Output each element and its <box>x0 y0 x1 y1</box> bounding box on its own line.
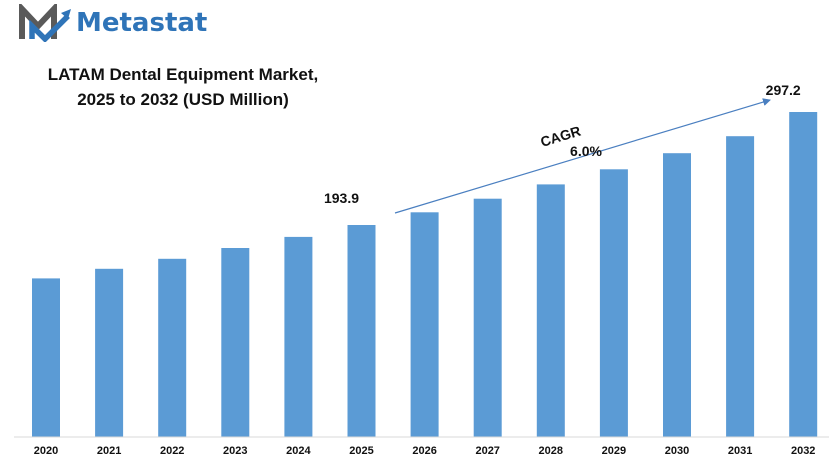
x-tick-label-2025: 2025 <box>349 445 373 457</box>
bar-2020 <box>32 278 60 437</box>
chart-title: LATAM Dental Equipment Market, 2025 to 2… <box>18 62 348 112</box>
x-tick-label-2020: 2020 <box>34 445 58 457</box>
bar-2030 <box>663 153 691 437</box>
brand-logo: Metastat <box>18 4 207 42</box>
x-tick-label-2030: 2030 <box>665 445 689 457</box>
value-label-2032: 297.2 <box>766 82 801 98</box>
bar-2031 <box>726 136 755 437</box>
chart-title-line-1: LATAM Dental Equipment Market, <box>47 65 319 84</box>
cagr-arrow <box>394 98 771 214</box>
x-tick-label-2031: 2031 <box>728 445 752 457</box>
bar-2022 <box>158 258 187 437</box>
x-tick-label-2028: 2028 <box>539 445 563 457</box>
x-tick-label-2026: 2026 <box>412 445 436 457</box>
x-tick-label-2027: 2027 <box>475 445 499 457</box>
brand-name: Metastat <box>76 8 208 38</box>
x-tick-label-2032: 2032 <box>791 445 815 457</box>
value-label-2025: 193.9 <box>324 190 359 206</box>
x-tick-label-2024: 2024 <box>286 445 311 457</box>
x-tick-label-2029: 2029 <box>602 445 626 457</box>
bar-2026 <box>410 212 439 437</box>
bar-2023 <box>221 248 250 437</box>
metastat-m-logo-icon <box>19 4 71 42</box>
bar-2027 <box>473 198 502 437</box>
chart-title-line-2: 2025 to 2032 (USD Million) <box>77 90 289 109</box>
x-tick-label-2022: 2022 <box>160 445 184 457</box>
bar-2028 <box>536 184 565 437</box>
x-tick-label-2021: 2021 <box>97 445 121 457</box>
bar-2025 <box>347 225 376 437</box>
bar-2029 <box>599 169 628 438</box>
bar-2024 <box>284 236 313 437</box>
cagr-value: 6.0% <box>570 143 602 159</box>
bar-2032 <box>789 112 818 437</box>
bar-2021 <box>95 268 124 437</box>
x-tick-label-2023: 2023 <box>223 445 247 457</box>
